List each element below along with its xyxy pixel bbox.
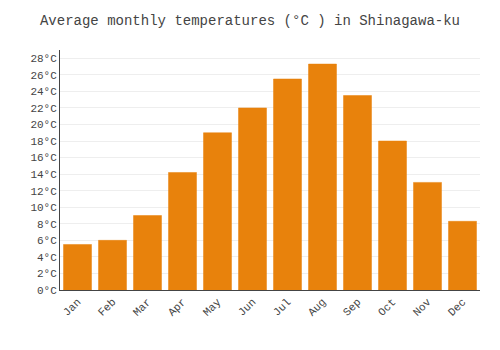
svg-text:16°C: 16°C: [30, 152, 57, 164]
svg-text:26°C: 26°C: [30, 70, 57, 82]
svg-text:Mar: Mar: [131, 296, 153, 318]
svg-text:Jun: Jun: [236, 296, 258, 318]
svg-text:4°C: 4°C: [37, 252, 57, 264]
svg-text:28°C: 28°C: [30, 53, 57, 65]
svg-text:May: May: [201, 296, 224, 319]
svg-text:22°C: 22°C: [30, 103, 57, 115]
svg-text:Average monthly temperatures (: Average monthly temperatures (°C ) in Sh…: [40, 13, 460, 29]
svg-text:10°C: 10°C: [30, 202, 57, 214]
svg-text:18°C: 18°C: [30, 136, 57, 148]
svg-text:14°C: 14°C: [30, 169, 57, 181]
svg-text:Jan: Jan: [61, 296, 83, 318]
svg-text:Jul: Jul: [271, 296, 293, 318]
svg-text:Sep: Sep: [341, 296, 363, 318]
svg-text:24°C: 24°C: [30, 86, 57, 98]
svg-text:0°C: 0°C: [37, 285, 57, 297]
svg-text:8°C: 8°C: [37, 219, 57, 231]
svg-text:Nov: Nov: [411, 296, 434, 319]
svg-text:Feb: Feb: [96, 296, 118, 318]
svg-text:12°C: 12°C: [30, 186, 57, 198]
svg-text:Apr: Apr: [166, 296, 188, 318]
svg-text:20°C: 20°C: [30, 119, 57, 131]
svg-text:2°C: 2°C: [37, 268, 57, 280]
svg-text:Dec: Dec: [446, 296, 468, 318]
svg-text:Aug: Aug: [306, 296, 328, 318]
svg-text:Oct: Oct: [376, 296, 398, 318]
svg-text:6°C: 6°C: [37, 235, 57, 247]
